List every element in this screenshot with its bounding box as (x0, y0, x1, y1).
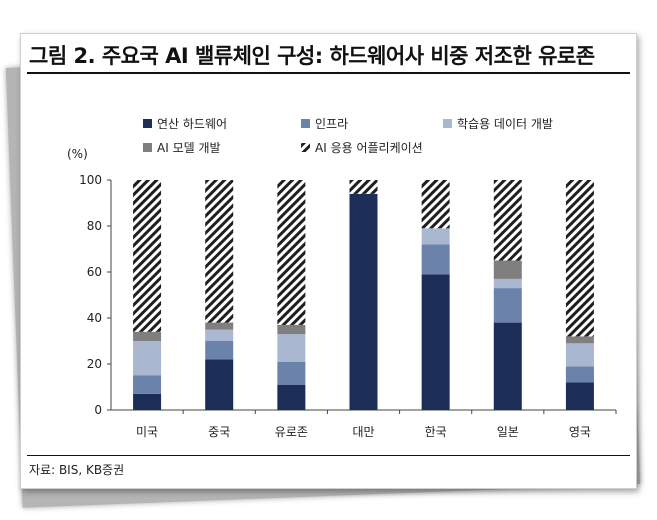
bar-7-segment-2 (565, 366, 594, 383)
bar-2-segment-3 (205, 329, 234, 341)
bar-1-segment-1 (133, 393, 162, 410)
legend-swatch-3 (443, 119, 452, 128)
legend-swatch-1 (143, 119, 152, 128)
x-tick-label-7: 영국 (569, 425, 591, 439)
bar-7-segment-5 (565, 180, 594, 337)
bar-1-segment-2 (133, 375, 162, 394)
x-tick-label-3: 유로존 (275, 425, 308, 439)
bar-6-segment-2 (493, 288, 522, 323)
legend-label-3: 학습용 데이터 개발 (457, 117, 553, 131)
x-tick-label-2: 중국 (208, 425, 230, 439)
title-rule (27, 72, 630, 74)
y-tick-label-80: 80 (87, 219, 102, 233)
legend-label-1: 연산 하드웨어 (157, 117, 227, 131)
bar-1-segment-3 (133, 341, 162, 376)
x-tick-label-1: 미국 (136, 425, 158, 439)
y-tick-label-60: 60 (87, 265, 102, 279)
y-tick-label-20: 20 (87, 357, 102, 371)
x-tick-label-5: 한국 (425, 425, 447, 439)
bar-7-segment-1 (565, 382, 594, 410)
chart-legend: 연산 하드웨어 인프라 학습용 데이터 개발 AI 모델 개발 AI 응용 어플리케이션 (143, 117, 553, 155)
bar-3-segment-5 (277, 180, 306, 325)
legend-label-2: 인프라 (315, 117, 348, 131)
bar-3-segment-3 (277, 334, 306, 362)
bar-2-segment-2 (205, 341, 234, 360)
figure-title: 그림 2. 주요국 AI 밸류체인 구성: 하드웨어사 비중 저조한 유로존 (29, 44, 595, 68)
bar-3-segment-4 (277, 324, 306, 335)
bar-6-segment-4 (493, 260, 522, 279)
legend-label-4: AI 모델 개발 (157, 141, 221, 155)
legend-swatch-4 (143, 143, 152, 152)
stacked-bar-chart: 연산 하드웨어 인프라 학습용 데이터 개발 AI 모델 개발 AI 응용 어플리케이션… (67, 117, 617, 439)
bar-5-segment-5 (421, 180, 450, 229)
bar-5-segment-2 (421, 244, 450, 275)
bar-3-segment-1 (277, 384, 306, 410)
x-tick-label-4: 대만 (352, 425, 374, 439)
y-tick-label-40: 40 (87, 311, 102, 325)
legend-swatch-2 (301, 119, 310, 128)
source-rule (27, 455, 630, 456)
bar-7-segment-3 (565, 343, 594, 367)
bar-7-segment-4 (565, 336, 594, 344)
bar-6-segment-3 (493, 278, 522, 289)
chart-bars (133, 180, 594, 410)
bar-6-segment-1 (493, 322, 522, 410)
bar-2-segment-1 (205, 359, 234, 410)
y-axis-unit: (%) (67, 147, 88, 161)
bar-6-segment-5 (493, 180, 522, 261)
bar-4-segment-1 (349, 193, 378, 410)
x-tick-label-6: 일본 (497, 425, 519, 439)
bar-1-segment-5 (133, 180, 162, 332)
source-note: 자료: BIS, KB증권 (29, 463, 125, 477)
bar-2-segment-4 (205, 322, 234, 330)
legend-label-5: AI 응용 어플리케이션 (315, 141, 423, 155)
bar-2-segment-5 (205, 180, 234, 323)
bar-5-segment-1 (421, 274, 450, 410)
bar-3-segment-2 (277, 361, 306, 385)
bar-5-segment-3 (421, 228, 450, 245)
bar-4-segment-5 (349, 180, 378, 194)
y-tick-label-100: 100 (79, 173, 102, 187)
y-tick-label-0: 0 (94, 403, 102, 417)
figure-card: 그림 2. 주요국 AI 밸류체인 구성: 하드웨어사 비중 저조한 유로존 연… (20, 33, 637, 489)
legend-swatch-5 (301, 143, 310, 152)
bar-1-segment-4 (133, 331, 162, 341)
